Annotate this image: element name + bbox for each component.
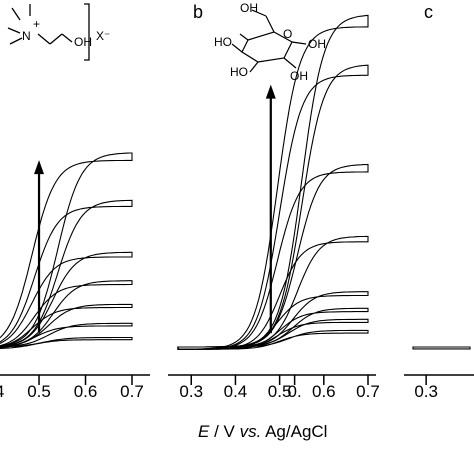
cv-curve-c-0: [412, 346, 471, 350]
nitrogen-label: N: [22, 29, 31, 43]
x-tick-label-b-0: 0.3: [179, 382, 203, 401]
curves-b: [177, 14, 369, 350]
cv-curve-a-1: [0, 322, 133, 349]
increase-arrow-b: [265, 84, 276, 334]
cv-curve-a-6: [0, 152, 133, 347]
x-tick-label-a-2: 0.6: [74, 382, 98, 401]
panel-a: N + OH X⁻ 0.4 0.5 0.6 0.7: [0, 3, 150, 401]
glucose-label-ring-o: O: [283, 27, 292, 41]
cv-curve-a-0: [0, 336, 133, 349]
curves-a: [0, 152, 133, 349]
cv-curve-b-7: [177, 14, 369, 350]
panel-b: b OH HO HO OH OH O 0.3 0.4 0.5 0.6 0.7: [168, 1, 380, 401]
panel-label-b: b: [193, 2, 203, 22]
cv-curve-a-3: [0, 280, 133, 347]
hydroxyl-label: OH: [74, 35, 92, 49]
x-ticks-b: 0.3 0.4 0.5 0.6 0.7: [179, 375, 380, 401]
x-tick-label-a-0: 0.4: [0, 382, 4, 401]
x-tick-label-b-1: 0.4: [224, 382, 248, 401]
x-tick-label-a-3: 0.7: [120, 382, 144, 401]
glucose-label-oh-right: OH: [308, 37, 326, 51]
choline-structure: [7, 3, 90, 61]
x-axis-label-unit: / V: [209, 422, 239, 441]
cv-curve-b-3: [177, 291, 369, 350]
cv-curve-b-6: [177, 64, 369, 350]
x-axis-label-symbol: E: [198, 422, 210, 441]
cv-curve-a-5: [0, 199, 133, 347]
increase-arrow-a: [34, 160, 45, 333]
x-ticks-c: 0.3 0.: [288, 375, 438, 401]
panel-c: c 0.3 0.: [288, 2, 474, 401]
glucose-label-ho-left: HO: [214, 35, 232, 49]
glucose-label-ho-bottom: HO: [230, 65, 248, 79]
curves-c: [412, 346, 471, 350]
glucose-label-oh-top: OH: [240, 1, 258, 15]
x-ticks-a: 0.4 0.5 0.6 0.7: [0, 375, 144, 401]
glucose-label-oh-bottom: OH: [290, 69, 308, 83]
x-tick-label-c-1: 0.: [288, 382, 302, 401]
charge-label: +: [33, 17, 40, 31]
x-tick-label-b-2: 0.5: [268, 382, 292, 401]
x-tick-label-b-3: 0.6: [312, 382, 336, 401]
x-tick-label-a-1: 0.5: [27, 382, 51, 401]
x-tick-label-c-0: 0.3: [414, 382, 438, 401]
x-axis-label-vs: vs.: [240, 422, 262, 441]
cv-curve-b-5: [177, 163, 369, 350]
counterion-label: X⁻: [96, 29, 110, 43]
glucose-structure: [231, 9, 307, 73]
x-axis-label-reference: Ag/AgCl: [261, 422, 327, 441]
x-tick-label-b-4: 0.7: [356, 382, 380, 401]
panel-label-c: c: [424, 2, 433, 22]
x-axis-label: E / V vs. Ag/AgCl: [198, 422, 327, 441]
